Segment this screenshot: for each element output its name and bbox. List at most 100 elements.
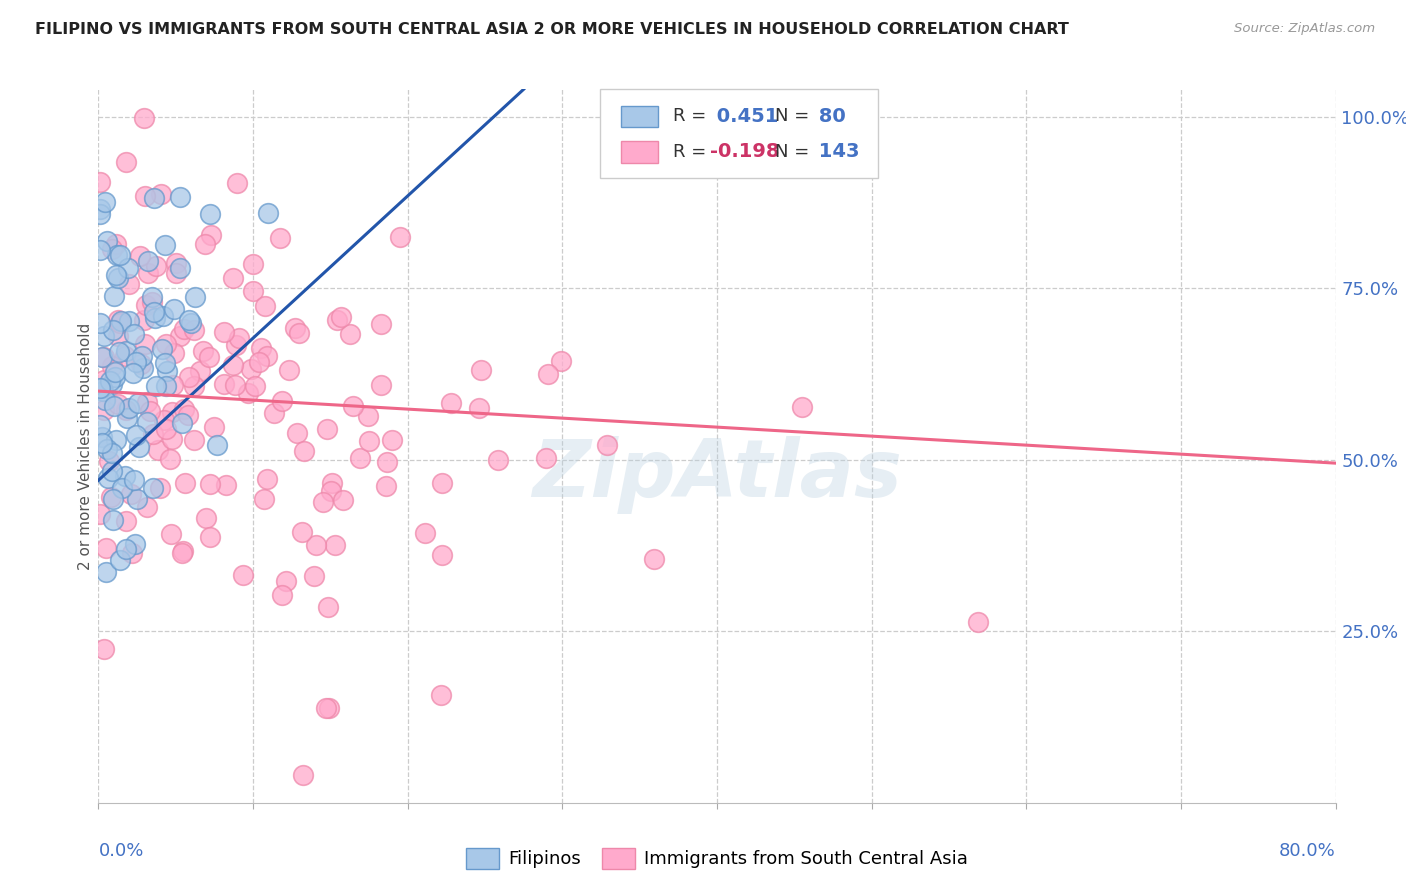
Point <box>172 544 194 558</box>
Point <box>173 475 195 490</box>
Point <box>136 253 159 268</box>
Point <box>101 243 124 257</box>
Point <box>104 268 127 283</box>
Text: R =: R = <box>672 143 711 161</box>
Point <box>232 568 254 582</box>
Point <box>122 367 145 381</box>
Point <box>357 409 380 424</box>
Point <box>263 406 285 420</box>
Point <box>115 411 138 425</box>
Point <box>643 551 665 566</box>
Point <box>271 588 294 602</box>
Point <box>430 688 453 702</box>
Point <box>165 256 187 270</box>
Point <box>269 231 291 245</box>
Point <box>93 641 115 656</box>
Point <box>375 479 398 493</box>
Point <box>142 191 165 205</box>
Point <box>228 331 250 345</box>
Point <box>257 205 280 219</box>
Point <box>89 508 111 522</box>
Point <box>96 234 118 248</box>
Point <box>98 453 121 467</box>
Point <box>291 524 314 539</box>
Point <box>375 455 398 469</box>
Point <box>100 376 122 391</box>
Point <box>153 413 176 427</box>
Point <box>292 768 315 782</box>
Point <box>107 313 129 327</box>
Legend: Filipinos, Immigrants from South Central Asia: Filipinos, Immigrants from South Central… <box>460 840 974 876</box>
Point <box>108 248 131 262</box>
Point <box>316 600 339 615</box>
Point <box>413 526 436 541</box>
Text: 0.451: 0.451 <box>710 107 778 126</box>
Point <box>388 230 411 244</box>
Point <box>242 284 264 298</box>
Point <box>311 494 333 508</box>
Point <box>193 343 215 358</box>
Point <box>790 400 813 414</box>
Point <box>145 379 167 393</box>
Point <box>136 266 159 280</box>
Point <box>200 530 222 544</box>
Point <box>357 434 380 449</box>
Point <box>430 475 453 490</box>
Point <box>183 378 205 392</box>
Point <box>159 452 181 467</box>
Point <box>91 430 114 444</box>
Point <box>96 442 118 456</box>
Text: FILIPINO VS IMMIGRANTS FROM SOUTH CENTRAL ASIA 2 OR MORE VEHICLES IN HOUSEHOLD C: FILIPINO VS IMMIGRANTS FROM SOUTH CENTRA… <box>35 22 1069 37</box>
Point <box>305 538 328 552</box>
Point <box>97 471 120 485</box>
Point <box>155 422 177 436</box>
Point <box>110 314 132 328</box>
Point <box>277 363 299 377</box>
Point <box>292 444 315 458</box>
Text: N =: N = <box>775 143 815 161</box>
Text: 143: 143 <box>813 143 860 161</box>
Point <box>115 541 138 556</box>
Point <box>179 369 201 384</box>
Point <box>319 484 342 499</box>
Point <box>107 397 129 411</box>
Point <box>276 574 298 588</box>
Point <box>118 401 141 415</box>
Point <box>93 350 115 364</box>
Point <box>470 363 492 377</box>
Point <box>283 321 305 335</box>
Point <box>153 356 176 370</box>
Point <box>163 346 186 360</box>
Point <box>256 349 278 363</box>
Point <box>183 322 205 336</box>
Point <box>89 417 111 432</box>
Point <box>198 350 221 364</box>
Point <box>141 295 163 310</box>
Point <box>332 492 354 507</box>
Point <box>226 177 249 191</box>
Point <box>94 194 117 209</box>
Point <box>135 298 157 312</box>
Point <box>134 337 156 351</box>
Point <box>202 419 225 434</box>
Point <box>115 403 138 417</box>
Point <box>105 237 128 252</box>
Point <box>224 377 246 392</box>
Point <box>91 350 114 364</box>
Point <box>89 244 111 258</box>
Point <box>339 327 361 342</box>
Point <box>132 313 155 327</box>
Text: 0.0%: 0.0% <box>98 842 143 860</box>
Point <box>222 358 245 372</box>
Point <box>153 238 176 252</box>
Point <box>152 310 174 324</box>
Point <box>288 326 311 340</box>
Point <box>89 202 111 216</box>
Point <box>162 378 184 392</box>
Point <box>169 260 191 275</box>
Point <box>118 314 141 328</box>
Point <box>145 311 167 326</box>
Point <box>89 316 111 330</box>
Point <box>135 415 157 429</box>
Point <box>134 189 156 203</box>
